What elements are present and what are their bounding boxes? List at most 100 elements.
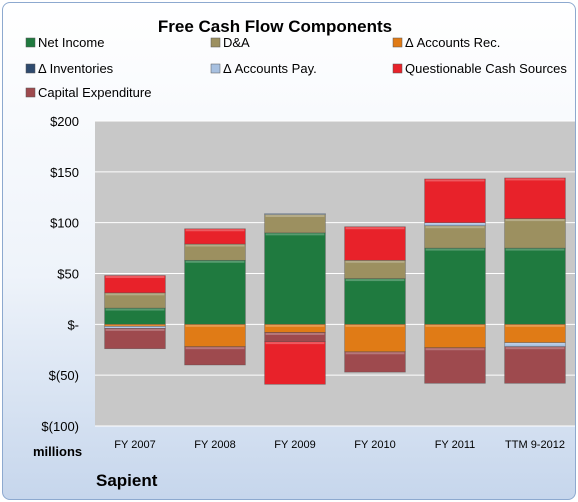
y-tick-label: $- xyxy=(67,317,79,332)
bar-segment-highlight xyxy=(105,328,165,331)
bar-segment-highlight xyxy=(105,308,165,311)
bar-segment-questionable-cash-sources xyxy=(344,226,406,261)
bar-segment-questionable-cash-sources xyxy=(104,275,166,294)
y-tick-label: $100 xyxy=(50,216,79,231)
legend-label: Net Income xyxy=(38,35,104,50)
bar-segment-highlight xyxy=(425,248,485,251)
bar-segment-questionable-cash-sources xyxy=(264,341,326,385)
legend-label: D&A xyxy=(223,35,250,50)
bar-segment-capital-expenditure xyxy=(104,328,166,350)
bar-segment-net-income xyxy=(184,259,246,325)
bar-segment-questionable-cash-sources xyxy=(184,228,246,245)
bar-segment-highlight xyxy=(425,348,485,351)
bar-segment-highlight xyxy=(105,324,165,326)
bar-segment-danda xyxy=(504,218,566,249)
bar-segment-highlight xyxy=(345,352,405,355)
x-tick-label: FY 2011 xyxy=(435,439,476,451)
bar-segment-highlight xyxy=(105,276,165,279)
bar-segment-capital-expenditure xyxy=(504,346,566,384)
bar-segment-highlight xyxy=(105,326,165,328)
legend-label: Δ Accounts Rec. xyxy=(405,35,500,50)
bar-segment-highlight xyxy=(345,227,405,230)
bar-segment-questionable-cash-sources xyxy=(424,178,486,223)
x-tick-label: FY 2009 xyxy=(274,439,315,451)
bar-segment-highlight xyxy=(505,343,565,345)
legend-swatch xyxy=(210,63,221,74)
bar-segment-danda xyxy=(424,225,486,249)
bar-segment-delta-accounts-pay xyxy=(264,213,326,215)
legend-label: Capital Expenditure xyxy=(38,85,151,100)
x-tick-label: FY 2007 xyxy=(114,439,155,451)
bar-segment-net-income xyxy=(424,247,486,325)
legend-item-danda: D&A xyxy=(210,35,250,50)
bar-segment-highlight xyxy=(265,342,325,345)
legend-swatch xyxy=(25,63,36,74)
bar-segment-delta-accounts-rec xyxy=(184,324,246,348)
bar-segment-highlight xyxy=(505,178,565,181)
x-tick-label: FY 2010 xyxy=(354,439,395,451)
bar-segment-net-income xyxy=(504,247,566,325)
x-axis: FY 2007 FY 2008 FY 2009 FY 2010 FY 2011 TTM 9… xyxy=(114,439,565,451)
bar-segment-highlight xyxy=(265,233,325,236)
plot-area xyxy=(95,120,575,427)
legend-item-capital-expenditure: Capital Expenditure xyxy=(25,85,151,100)
bar-segment-capital-expenditure xyxy=(184,346,246,366)
bar-segment-highlight xyxy=(505,324,565,327)
bar-segment-questionable-cash-sources xyxy=(504,177,566,219)
bar-segment-highlight xyxy=(425,324,485,327)
bar-segment-highlight xyxy=(505,248,565,251)
bar-segment-highlight xyxy=(345,324,405,327)
bar-segment-delta-accounts-rec xyxy=(344,324,406,353)
bar-segment-highlight xyxy=(185,324,245,327)
bar-segment-highlight xyxy=(185,244,245,247)
legend-item-delta-accounts-pay: Δ Accounts Pay. xyxy=(210,61,317,76)
legend-item-delta-inventories: Δ Inventories xyxy=(25,61,114,76)
x-tick-label: TTM 9-2012 xyxy=(505,439,565,451)
free-cash-flow-chart: Free Cash Flow Components Net Income D&A Δ… xyxy=(25,17,575,490)
bar-segment-highlight xyxy=(185,260,245,263)
bar-segment-highlight xyxy=(505,347,565,350)
y-tick-label: $200 xyxy=(50,114,79,129)
bar-segment-highlight xyxy=(345,260,405,263)
bar-segment-highlight xyxy=(425,179,485,182)
legend-swatch xyxy=(210,37,221,48)
legend-swatch xyxy=(25,37,36,48)
legend-item-delta-accounts-rec: Δ Accounts Rec. xyxy=(392,35,500,50)
bar-segment-danda xyxy=(344,259,406,279)
y-tick-label: $(50) xyxy=(49,368,79,383)
legend-swatch xyxy=(392,63,403,74)
legend-label: Questionable Cash Sources xyxy=(405,61,567,76)
bar-segment-delta-accounts-pay xyxy=(424,222,486,227)
units-label: millions xyxy=(33,444,82,459)
legend-label: Δ Inventories xyxy=(38,61,114,76)
legend: Net Income D&A Δ Accounts Rec. Δ Inventorie… xyxy=(25,35,567,100)
company-label: Sapient xyxy=(96,471,158,490)
bar-segment-highlight xyxy=(425,223,485,225)
y-axis: $200 $150 $100 $50 $- $(50) $(100) xyxy=(41,114,79,434)
legend-item-net-income: Net Income xyxy=(25,35,104,50)
y-tick-label: $50 xyxy=(57,267,79,282)
x-tick-label: FY 2008 xyxy=(194,439,235,451)
bar-segment-highlight xyxy=(345,279,405,282)
bar-segment-highlight xyxy=(505,219,565,222)
bar-segment-capital-expenditure xyxy=(424,347,486,384)
bar-segment-delta-accounts-rec xyxy=(424,324,486,349)
bar-segment-net-income xyxy=(344,278,406,325)
bar-segment-capital-expenditure xyxy=(344,351,406,373)
bar-segment-highlight xyxy=(265,332,325,335)
legend-swatch xyxy=(392,37,403,48)
bar-segment-highlight xyxy=(425,226,485,229)
bar-segment-net-income xyxy=(264,232,326,325)
legend-swatch xyxy=(25,87,36,98)
bar-segment-highlight xyxy=(265,324,325,327)
bar-segment-highlight xyxy=(105,293,165,296)
y-tick-label: $150 xyxy=(50,165,79,180)
legend-item-questionable-cash-sources: Questionable Cash Sources xyxy=(392,61,567,76)
bar-segment-highlight xyxy=(185,229,245,232)
legend-label: Δ Accounts Pay. xyxy=(223,61,317,76)
y-tick-label: $(100) xyxy=(41,419,79,434)
bar-segment-danda xyxy=(264,214,326,234)
bar-segment-delta-accounts-rec xyxy=(504,324,566,343)
bar-segment-highlight xyxy=(265,215,325,218)
